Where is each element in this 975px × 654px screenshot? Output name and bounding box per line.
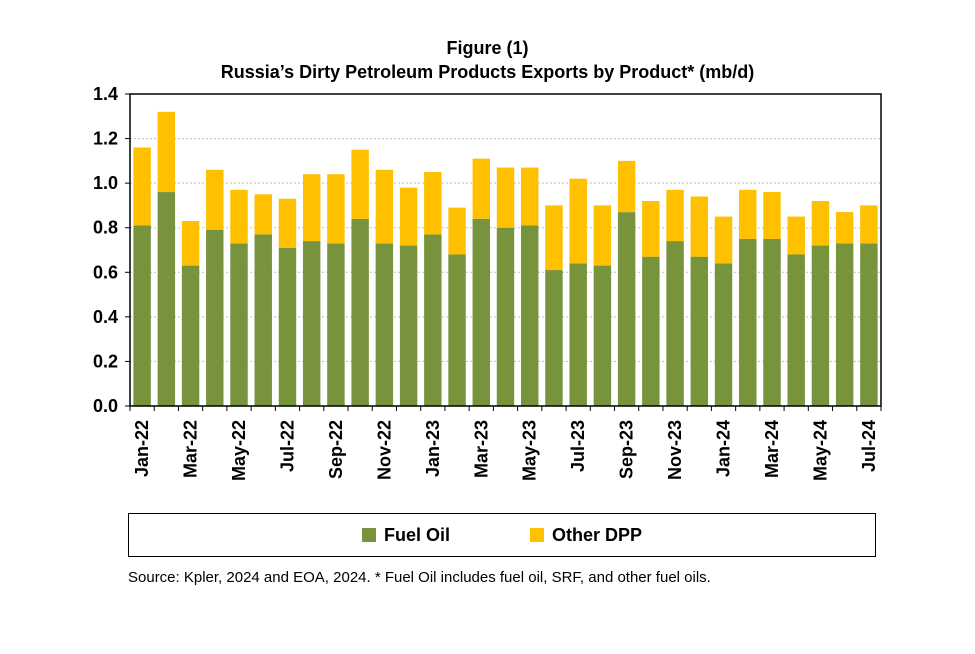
bar-other-dpp [472,158,490,219]
x-tick-label: May-22 [229,420,249,481]
bar-fuel-oil [787,254,805,406]
x-tick-label: Jan-22 [132,420,152,477]
bar-other-dpp [399,187,418,246]
source-note: Source: Kpler, 2024 and EOA, 2024. * Fue… [128,569,711,586]
bar-other-dpp [496,167,515,228]
bar-fuel-oil [714,263,733,406]
bar-other-dpp [739,189,757,239]
bar-other-dpp [545,205,563,271]
bar-other-dpp [617,160,636,213]
bar-chart: 0.0 0.2 0.4 0.6 0.8 1.0 1.2 1.4 Jan-22 Mar-22 May-… [93,84,882,481]
bar-fuel-oil [399,245,418,406]
bar-other-dpp [181,221,200,266]
bar-fuel-oil [181,265,200,406]
y-tick-label: 0.4 [93,307,118,327]
plot-area-frame [129,93,882,407]
y-tick-label: 0.8 [93,218,118,238]
chart-legend: Fuel Oil Other DPP [128,513,876,557]
x-tick-label: May-23 [520,420,540,481]
bar-fuel-oil [521,225,539,406]
chart-title-block: Figure (1) Russia’s Dirty Petroleum Prod… [0,36,975,84]
bar-other-dpp [593,205,612,266]
bar-other-dpp [230,189,248,244]
bar-fuel-oil [302,241,321,406]
x-tick-label: Jul-24 [859,420,879,472]
legend-item-other-dpp: Other DPP [529,524,643,546]
x-tick-label: Nov-22 [374,420,394,480]
bar-other-dpp [835,212,854,244]
bar-other-dpp [278,198,297,248]
bar-other-dpp [206,169,224,230]
y-tick-label: 0.0 [93,396,118,416]
x-tick-label: Mar-24 [762,420,782,478]
bar-other-dpp [763,192,781,239]
y-tick-label: 1.2 [93,129,118,149]
x-tick-label: Jul-23 [568,420,588,472]
bar-other-dpp [666,189,684,242]
bar-other-dpp [569,178,587,264]
bar-fuel-oil [375,243,394,406]
x-tick-label: Jan-23 [423,420,443,477]
bar-fuel-oil [133,225,151,406]
bar-other-dpp [690,196,709,257]
bar-fuel-oil [690,256,709,406]
bar-other-dpp [642,200,660,257]
bar-fuel-oil [351,218,369,406]
bar-fuel-oil [860,243,878,406]
bar-other-dpp [448,207,466,255]
x-tick-label: Jul-22 [277,420,297,472]
bar-fuel-oil [327,243,345,406]
bar-other-dpp [133,147,151,226]
bar-fuel-oil [545,270,563,406]
bar-fuel-oil [666,241,684,406]
legend-swatch-fuel-oil [361,528,376,542]
chart-title: Figure (1) [446,38,529,58]
chart-subtitle: Russia’s Dirty Petroleum Products Export… [220,62,755,82]
bar-other-dpp [351,149,369,219]
y-tick-label: 1.0 [93,173,118,193]
bar-other-dpp [157,111,176,193]
bar-other-dpp [860,205,878,244]
y-tick-label: 0.2 [93,351,118,371]
y-tick-label: 0.6 [93,262,118,282]
bar-fuel-oil [472,218,490,406]
bar-other-dpp [811,200,830,246]
bar-fuel-oil [763,238,781,406]
bar-fuel-oil [593,265,612,406]
bar-other-dpp [521,167,539,226]
bar-other-dpp [787,216,805,255]
bar-fuel-oil [278,247,297,406]
bar-fuel-oil [448,254,466,406]
bar-fuel-oil [739,238,757,406]
bar-other-dpp [254,194,272,235]
bar-fuel-oil [835,243,854,406]
bar-other-dpp [375,169,394,244]
legend-label-other-dpp: Other DPP [551,524,643,545]
y-tick-label: 1.4 [93,84,118,104]
bar-fuel-oil [569,263,587,406]
bar-other-dpp [714,216,733,264]
legend-item-fuel-oil: Fuel Oil [361,524,450,546]
bar-other-dpp [424,172,442,235]
legend-label-fuel-oil: Fuel Oil [383,524,450,545]
x-tick-label: May-24 [810,420,830,481]
bar-fuel-oil [230,243,248,406]
x-tick-label: Nov-23 [665,420,685,480]
x-tick-label: Sep-22 [326,420,346,479]
bar-fuel-oil [811,245,830,406]
bar-fuel-oil [254,234,272,406]
bar-fuel-oil [496,227,515,406]
bar-other-dpp [327,174,345,244]
bar-fuel-oil [424,234,442,406]
bar-fuel-oil [157,192,176,406]
bar-fuel-oil [642,256,660,406]
x-tick-label: Mar-23 [471,420,491,478]
bar-fuel-oil [617,212,636,406]
x-tick-label: Sep-23 [617,420,637,479]
bar-fuel-oil [206,229,224,406]
x-tick-label: Mar-22 [181,420,201,478]
legend-swatch-other-dpp [529,528,544,542]
bar-other-dpp [302,174,321,242]
x-tick-label: Jan-24 [714,420,734,477]
